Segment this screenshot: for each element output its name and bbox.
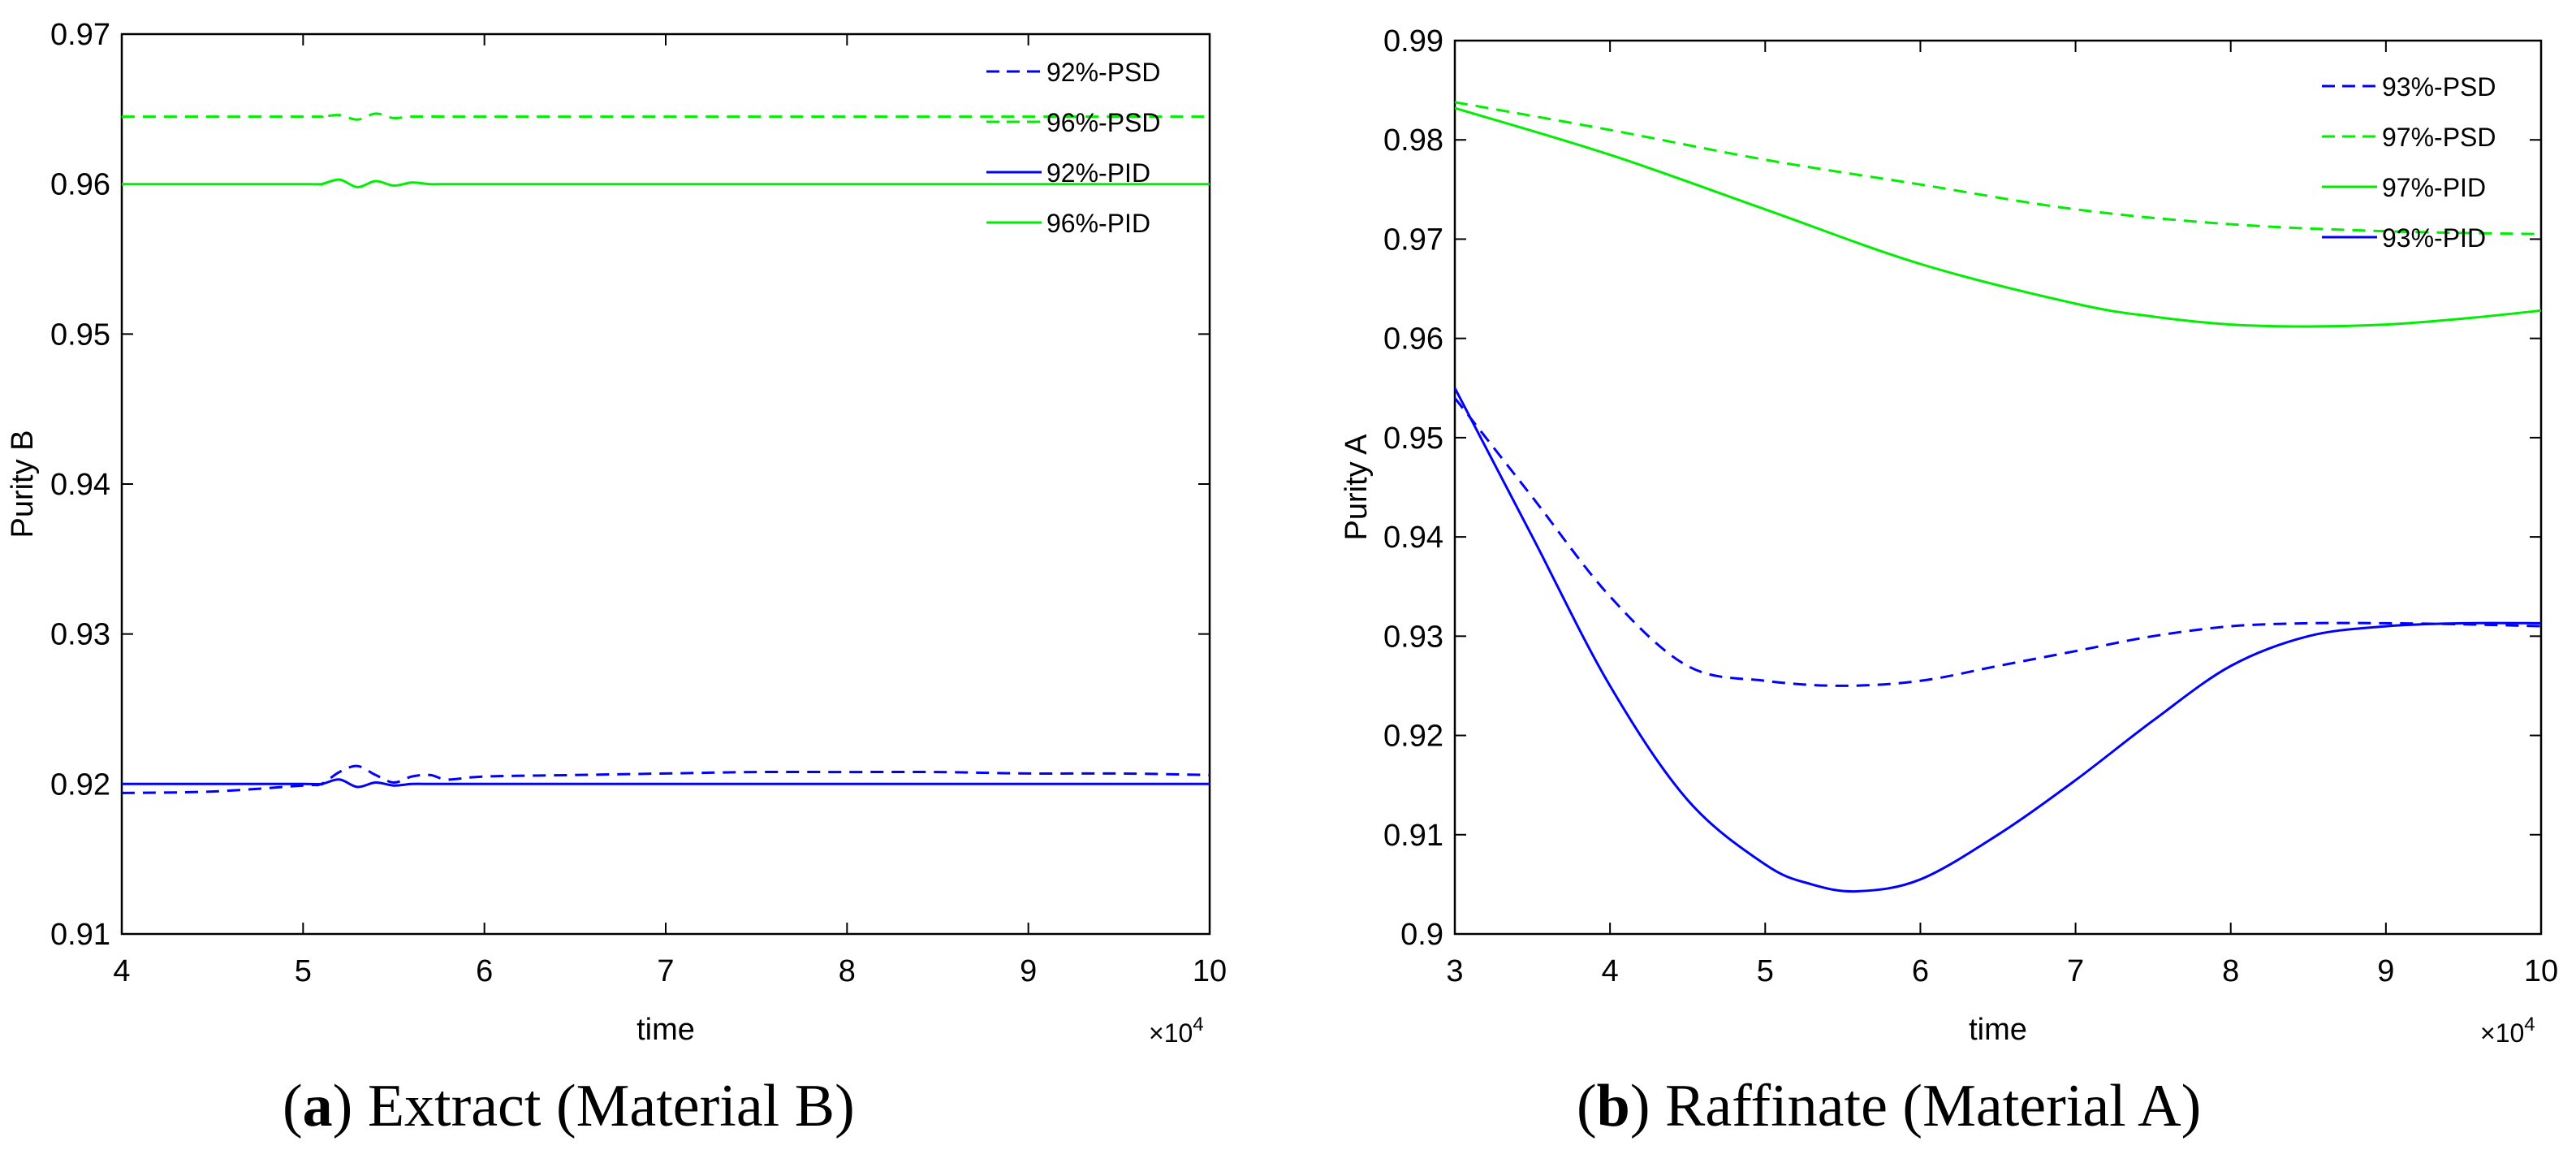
c2-x-tick-label-4: 7 (2067, 954, 2084, 988)
c2-y-tick-label-1: 0.91 (1383, 819, 1443, 853)
c2-plot-area (1453, 39, 2543, 936)
c2-y-tick-label-8: 0.98 (1383, 123, 1443, 158)
c2-y-axis-label: Purity A (1340, 434, 1374, 541)
c2-series-group (1455, 101, 2541, 893)
c2-x-tick-label-7: 10 (2524, 954, 2558, 988)
c2-x-multiplier-base: ×10 (2480, 1018, 2524, 1048)
caption-a-open: ( (283, 1073, 303, 1139)
caption-b-close: ) (1629, 1073, 1650, 1139)
caption-a-close: ) (332, 1073, 353, 1139)
c2-x-multiplier: ×104 (2480, 1014, 2535, 1048)
c1-x-tick-label-5: 9 (1020, 954, 1037, 988)
c1-y-tick-label-3: 0.94 (50, 468, 110, 502)
c2-y-tick-label-5: 0.95 (1383, 422, 1443, 456)
c2-x-tick-label-5: 8 (2222, 954, 2239, 988)
c2-y-tick-label-3: 0.93 (1383, 620, 1443, 654)
c1-x-tick-label-4: 8 (839, 954, 856, 988)
c2-x-tick-label-1: 4 (1602, 954, 1619, 988)
c2-y-tick-label-0: 0.9 (1400, 918, 1443, 952)
c1-x-multiplier-base: ×10 (1149, 1018, 1193, 1048)
c1-y-axis-label: Purity B (6, 430, 40, 538)
c1-legend-label-1: 96%-PSD (1046, 108, 1161, 137)
c2-y-tick-label-6: 0.96 (1383, 322, 1443, 357)
c2-x-tick-label-3: 6 (1912, 954, 1929, 988)
c2-x-tick-label-2: 5 (1757, 954, 1774, 988)
c1-y-tick-label-5: 0.96 (50, 168, 110, 202)
c1-series-line-92pct-pid (122, 778, 1210, 789)
c1-x-multiplier: ×104 (1149, 1014, 1204, 1048)
c2-legend: 93%-PSD 97%-PSD 97%-PID 93%-PID (2322, 72, 2496, 253)
c2-x-multiplier-exp: 4 (2524, 1014, 2535, 1035)
c2-series-line-97pct-pid (1455, 106, 2541, 328)
c1-legend-label-0: 92%-PSD (1046, 58, 1161, 87)
chart-panel-b: 3 4 5 6 7 8 9 10 0.9 0.91 0.92 0.93 0.94 0.95 0.96 0.97… (1340, 24, 2558, 1048)
c2-x-tick-label-6: 9 (2377, 954, 2394, 988)
c1-series-group (122, 112, 1210, 794)
c2-y-tick-label-9: 0.99 (1383, 24, 1443, 58)
c1-legend: 92%-PSD 96%-PSD 92%-PID 96%-PID (986, 58, 1161, 238)
c1-y-tick-label-0: 0.91 (50, 918, 110, 952)
c2-x-axis-label: time (1969, 1013, 2027, 1047)
c2-series-line-93pct-psd (1455, 397, 2541, 687)
c2-series-line-93pct-pid (1455, 387, 2541, 893)
c1-y-tick-label-2: 0.93 (50, 618, 110, 652)
caption-a-letter: a (302, 1073, 333, 1139)
c1-x-multiplier-exp: 4 (1193, 1014, 1203, 1035)
c2-series-line-97pct-psd (1455, 101, 2541, 236)
caption-b: (b) Raffinate (Material A) (1577, 1072, 2201, 1141)
c1-x-axis-label: time (636, 1013, 695, 1047)
c1-legend-label-3: 96%-PID (1046, 209, 1150, 238)
caption-b-open: ( (1577, 1073, 1597, 1139)
caption-a-text: Extract (Material B) (352, 1073, 855, 1139)
c2-legend-label-2: 97%-PID (2382, 173, 2486, 202)
c1-legend-label-2: 92%-PID (1046, 158, 1150, 188)
c2-x-tick-label-0: 3 (1446, 954, 1463, 988)
c2-legend-label-1: 97%-PSD (2382, 123, 2496, 152)
chart-panel-a: 4 5 6 7 8 9 10 0.91 0.92 0.93 0.94 0.95 0.96 0.97 time… (6, 18, 1227, 1048)
c2-y-tick-label-2: 0.92 (1383, 720, 1443, 754)
caption-b-letter: b (1596, 1073, 1630, 1139)
c1-x-tick-label-6: 10 (1193, 954, 1227, 988)
c2-y-tick-label-7: 0.97 (1383, 223, 1443, 257)
c2-legend-label-3: 93%-PID (2382, 223, 2486, 253)
c1-x-tick-label-1: 5 (295, 954, 312, 988)
c2-y-tick-label-4: 0.94 (1383, 521, 1443, 555)
c1-y-tick-label-1: 0.92 (50, 767, 110, 802)
c1-series-line-96pct-pid (122, 178, 1210, 188)
caption-b-text: Raffinate (Material A) (1650, 1073, 2202, 1139)
c1-y-tick-label-4: 0.95 (50, 318, 110, 352)
c1-x-tick-label-3: 7 (657, 954, 674, 988)
c1-x-tick-label-2: 6 (476, 954, 493, 988)
c2-legend-label-0: 93%-PSD (2382, 72, 2496, 102)
caption-a: (a) Extract (Material B) (283, 1072, 855, 1141)
c1-y-tick-label-6: 0.97 (50, 18, 110, 52)
c1-x-tick-label-0: 4 (113, 954, 130, 988)
